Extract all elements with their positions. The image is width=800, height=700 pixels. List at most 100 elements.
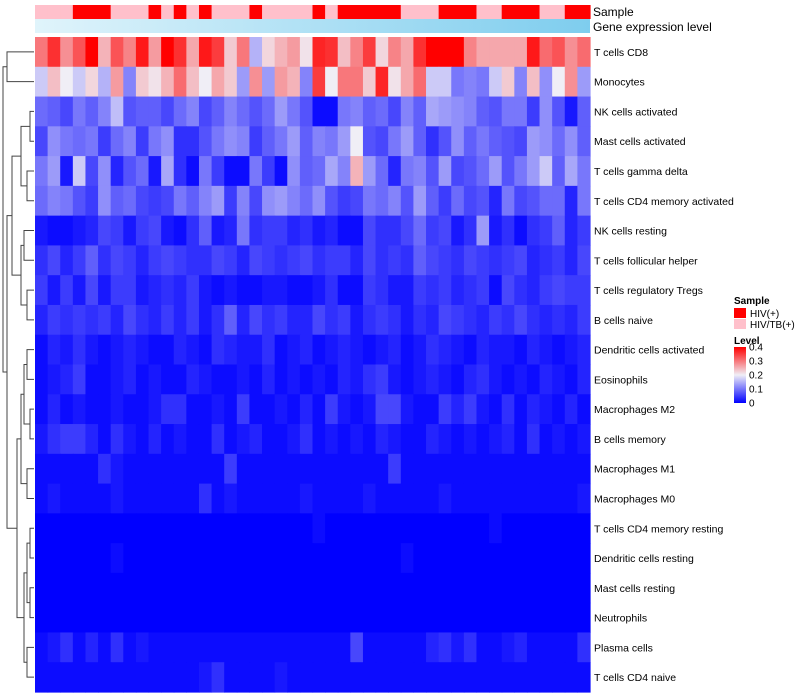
sample-annotation-cell: [72, 5, 87, 19]
heatmap-cell: [198, 304, 213, 336]
heatmap-cell: [514, 632, 528, 663]
heatmap-cell: [262, 364, 276, 395]
sample-annotation-cell: [539, 5, 553, 19]
heatmap-cell: [262, 126, 276, 157]
heatmap-cell: [539, 513, 553, 544]
heatmap-cell: [186, 662, 200, 693]
heatmap-cell: [60, 424, 74, 455]
heatmap-cell: [426, 96, 440, 127]
heatmap-cell: [287, 37, 301, 68]
heatmap-cell: [148, 453, 162, 485]
heatmap-cell: [85, 364, 99, 395]
heatmap-cell: [325, 602, 339, 634]
heatmap-cell: [400, 185, 415, 217]
heatmap-cell: [388, 96, 402, 127]
heatmap-cell: [135, 602, 150, 634]
heatmap-cell: [236, 126, 251, 157]
heatmap-cell: [325, 513, 339, 544]
heatmap-cell: [35, 215, 49, 247]
heatmap-cell: [110, 245, 124, 276]
heatmap-cell: [98, 215, 112, 247]
heatmap-cell: [438, 37, 452, 68]
heatmap-cell: [400, 96, 415, 127]
heatmap-cell: [60, 513, 74, 544]
heatmap-cell: [98, 126, 112, 157]
heatmap-cell: [451, 483, 465, 514]
heatmap-cell: [337, 37, 351, 68]
heatmap-cell: [476, 96, 490, 127]
sample-annotation-cell: [47, 5, 61, 19]
heatmap-cell: [526, 156, 541, 187]
heatmap-cell: [224, 364, 238, 395]
heatmap-cell: [198, 126, 213, 157]
heatmap-cell: [426, 37, 440, 68]
sample-annotation-cell: [426, 5, 440, 19]
sample-annotation-cell: [274, 5, 288, 19]
heatmap-cell: [161, 543, 175, 574]
heatmap-cell: [388, 185, 402, 217]
heatmap-cell: [451, 245, 465, 276]
heatmap-cell: [577, 453, 591, 485]
heatmap-cell: [438, 424, 452, 455]
heatmap-cell: [110, 334, 124, 366]
heatmap-cell: [110, 275, 124, 306]
heatmap-cell: [476, 394, 490, 425]
heatmap-cell: [262, 334, 276, 366]
heatmap-cell: [72, 602, 87, 634]
heatmap-cell: [60, 126, 74, 157]
heatmap-cell: [400, 513, 415, 544]
heatmap-cell: [148, 424, 162, 455]
heatmap-cell: [85, 334, 99, 366]
heatmap-cell: [337, 364, 351, 395]
heatmap-cell: [501, 37, 515, 68]
heatmap-cell: [312, 424, 326, 455]
heatmap-cell: [350, 245, 364, 276]
heatmap-cell: [47, 304, 61, 336]
heatmap-cell: [426, 483, 440, 514]
heatmap-cell: [350, 602, 364, 634]
heatmap-cell: [274, 394, 288, 425]
heatmap-cell: [236, 453, 251, 485]
heatmap-cell: [60, 215, 74, 247]
heatmap-cell: [85, 483, 99, 514]
heatmap-cell: [98, 453, 112, 485]
heatmap-cell: [173, 275, 187, 306]
heatmap-cell: [539, 662, 553, 693]
heatmap-cell: [501, 275, 515, 306]
heatmap-cell: [325, 364, 339, 395]
heatmap-cell: [325, 572, 339, 604]
heatmap-cell: [463, 453, 478, 485]
heatmap-cell: [123, 483, 137, 514]
heatmap-cell: [198, 513, 213, 544]
heatmap-cell: [224, 662, 238, 693]
heatmap-cell: [148, 543, 162, 574]
heatmap-cell: [85, 37, 99, 68]
heatmap-cell: [489, 96, 503, 127]
heatmap-cell: [123, 424, 137, 455]
heatmap-cell: [451, 632, 465, 663]
heatmap-cell: [337, 543, 351, 574]
heatmap-cell: [47, 334, 61, 366]
heatmap-cell: [463, 572, 478, 604]
heatmap-cell: [325, 96, 339, 127]
heatmap-cell: [262, 185, 276, 217]
heatmap-cell: [274, 543, 288, 574]
heatmap-cell: [375, 394, 389, 425]
heatmap-cell: [552, 126, 566, 157]
heatmap-cell: [514, 602, 528, 634]
heatmap-cell: [413, 275, 427, 306]
heatmap-cell: [35, 394, 49, 425]
heatmap-cell: [186, 275, 200, 306]
heatmap-cell: [375, 572, 389, 604]
heatmap-cell: [148, 662, 162, 693]
heatmap-cell: [413, 364, 427, 395]
heatmap-cell: [400, 126, 415, 157]
heatmap-cell: [211, 543, 225, 574]
heatmap-cell: [135, 483, 150, 514]
heatmap-cell: [375, 126, 389, 157]
heatmap-cell: [85, 662, 99, 693]
heatmap-cell: [211, 334, 225, 366]
heatmap-cell: [35, 453, 49, 485]
heatmap-cell: [350, 215, 364, 247]
heatmap-cell: [312, 185, 326, 217]
